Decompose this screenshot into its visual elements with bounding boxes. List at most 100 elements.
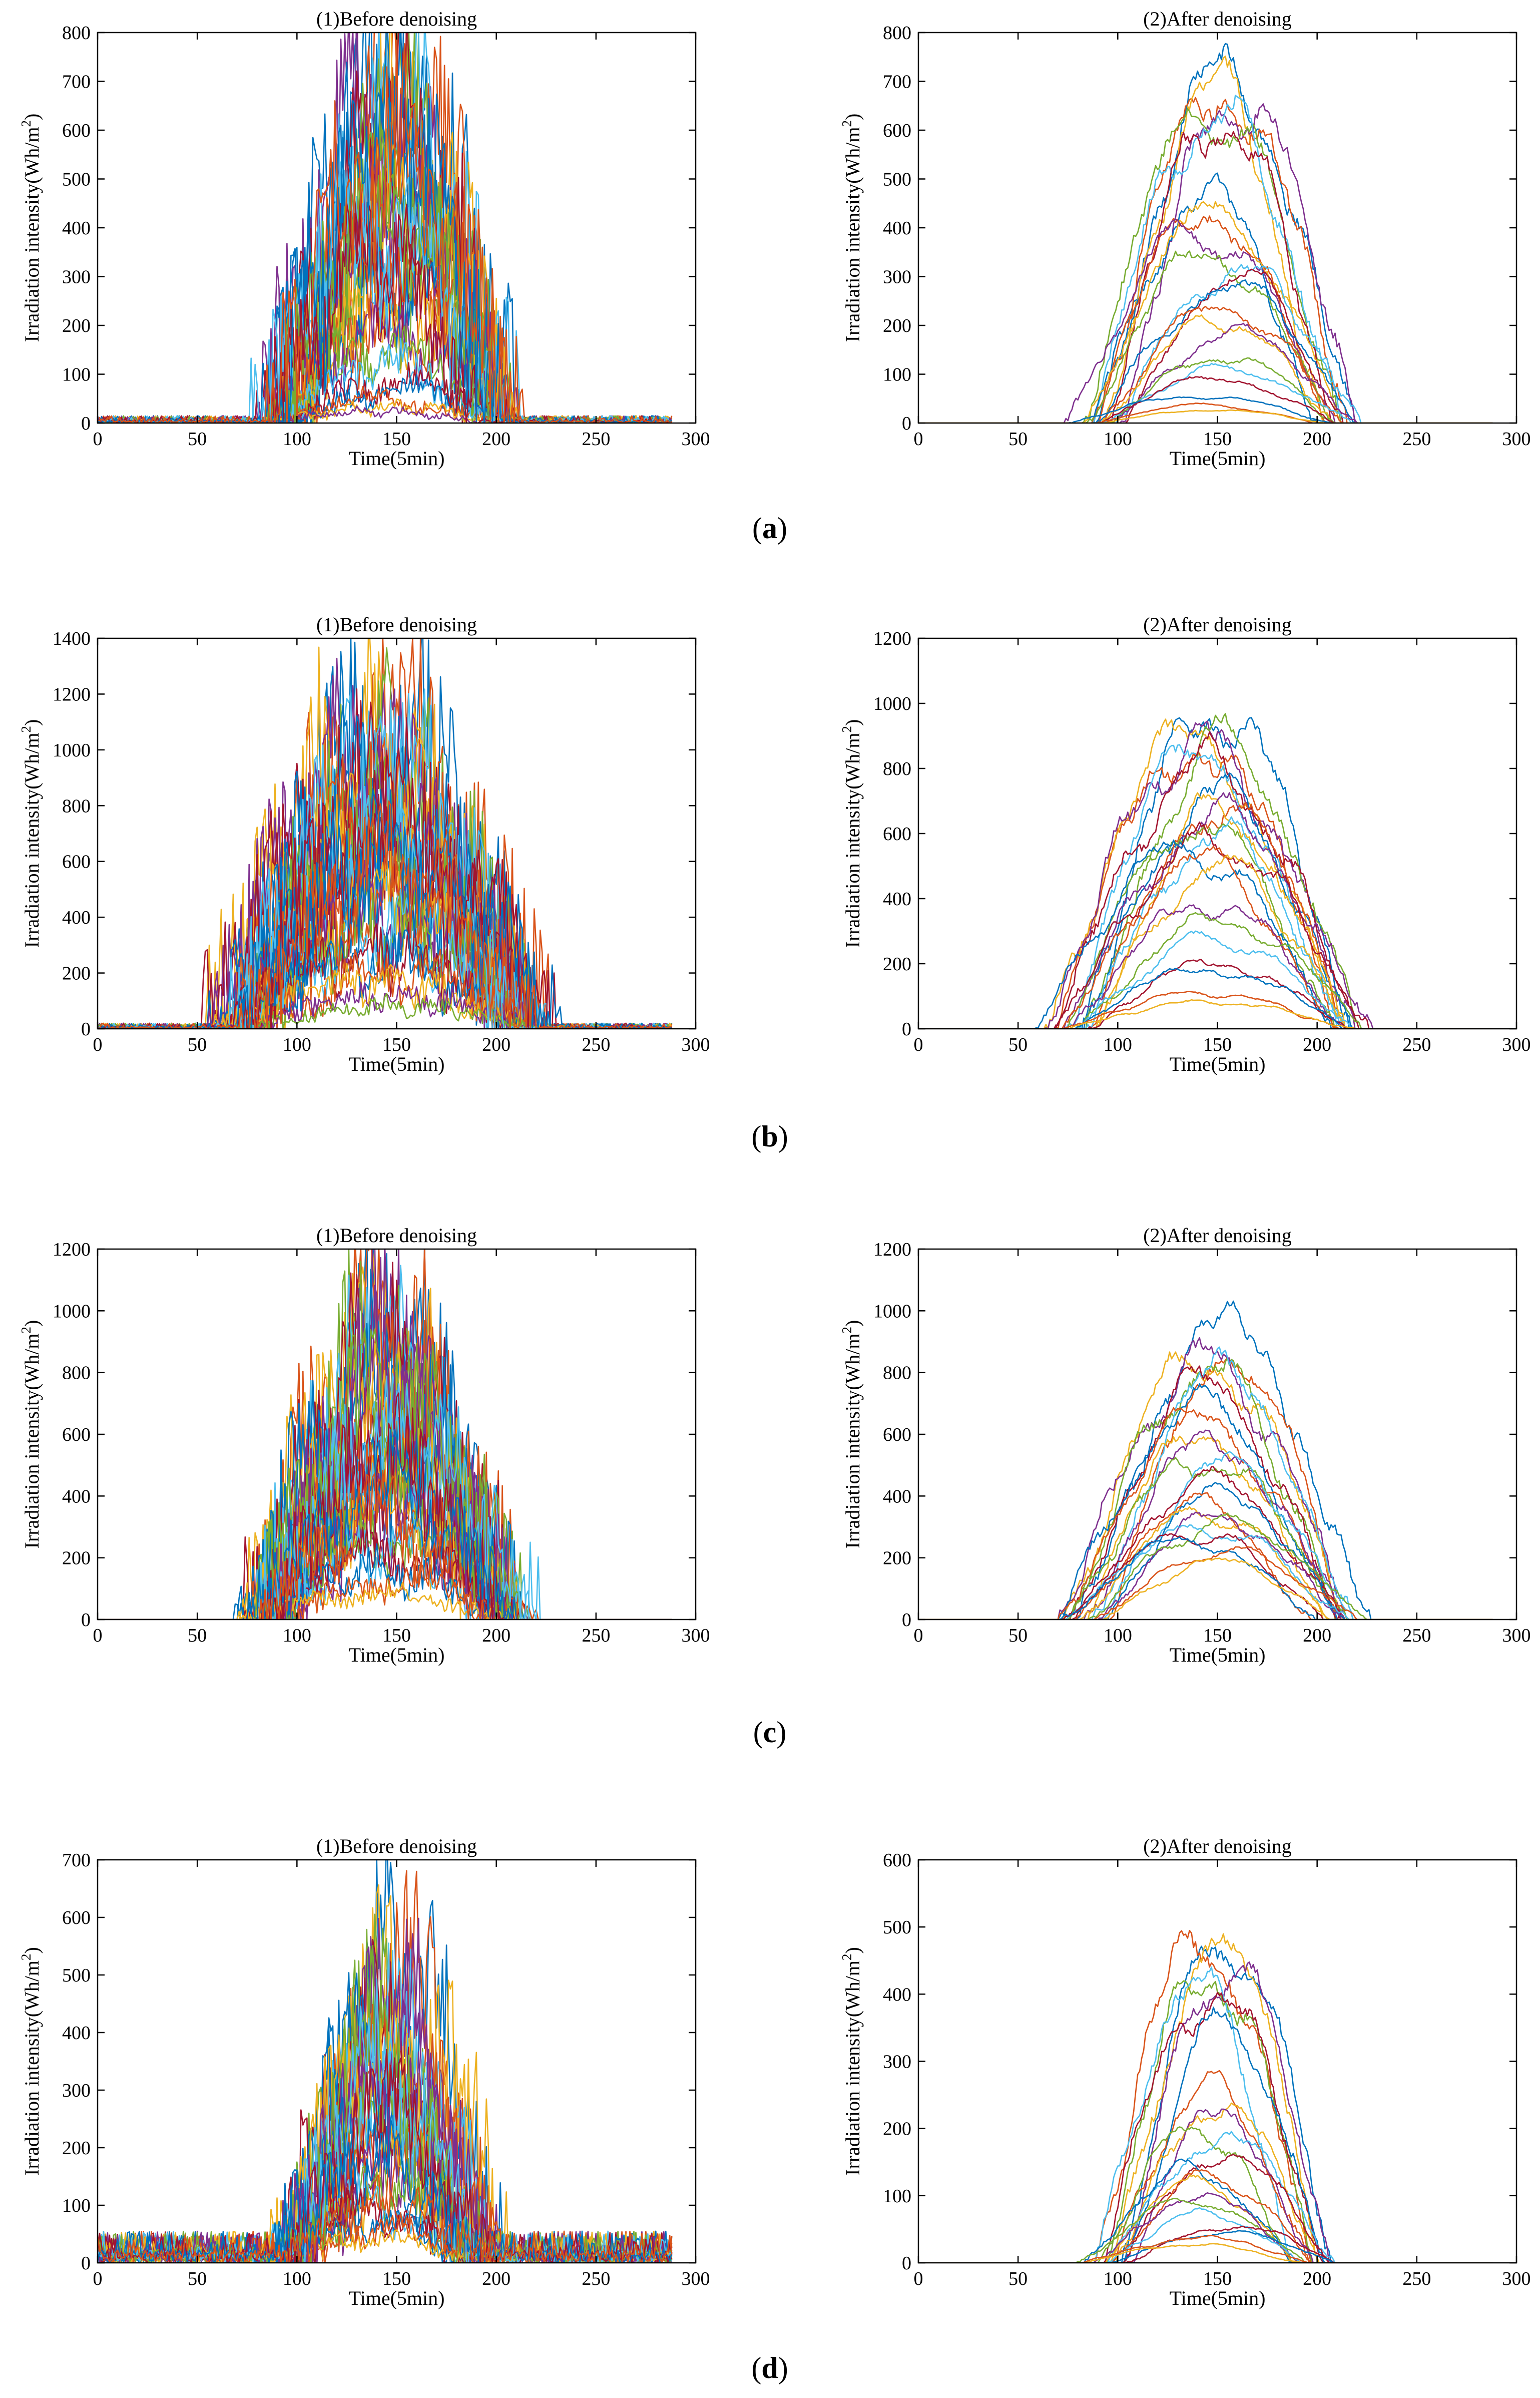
series-line-24 [918,999,1493,1029]
series-line-13 [98,1373,672,1620]
y-tick-label: 700 [62,72,91,93]
y-tick-label: 800 [62,795,91,817]
series-line-29 [98,1428,672,1620]
y-tick-label: 600 [883,824,911,845]
y-tick-label: 800 [883,1363,911,1384]
y-axis-label: Irradiation intensity(Wh/m2) [839,1947,864,2176]
series-line-15 [918,279,1493,423]
panel-label-a: (a) [752,512,787,545]
y-axis-label-superscript: 2 [19,726,34,733]
y-tick-label: 0 [902,413,911,434]
y-tick-label: 600 [62,1424,91,1445]
x-tick-label: 300 [682,1625,710,1646]
series-line-10 [918,1435,1493,1620]
chart-title: (2)After denoising [1143,1835,1292,1857]
x-tick-label: 300 [682,2268,710,2289]
series-line-9 [918,215,1493,423]
series-line-8 [918,172,1493,423]
x-tick-label: 100 [1104,1625,1132,1646]
y-tick-label: 600 [62,852,91,873]
chart-title: (2)After denoising [1143,8,1292,30]
y-tick-label: 200 [883,954,911,975]
y-tick-label: 600 [883,1424,911,1445]
y-axis-label-superscript: 2 [839,726,854,733]
y-axis-label-superscript: 2 [19,1953,34,1960]
series-line-20 [918,2207,1493,2263]
y-tick-label: 100 [883,2186,911,2207]
series-line-21 [918,959,1493,1029]
series-line-17 [918,1506,1493,1620]
x-axis-label: Time(5min) [349,1053,445,1075]
series-line-12 [918,250,1493,423]
series-line-26 [98,1327,672,1620]
series-line-2 [918,97,1493,423]
x-tick-label: 150 [382,1034,411,1055]
series-line-15 [918,839,1493,1029]
y-tick-label: 1400 [53,628,91,649]
y-tick-label: 600 [883,1850,911,1871]
y-tick-label: 800 [883,758,911,779]
x-tick-label: 0 [93,1625,103,1646]
y-tick-label: 1200 [873,628,911,649]
series-line-10 [918,201,1493,423]
series-line-14 [918,2154,1493,2263]
series-line-11 [918,2108,1493,2263]
x-tick-label: 100 [283,429,311,450]
y-tick-label: 200 [62,315,91,336]
series-line-17 [918,854,1493,1029]
series-line-8 [918,1383,1493,1620]
series-line-19 [918,357,1493,423]
x-tick-label: 250 [582,1034,610,1055]
series-line-18 [918,904,1493,1029]
y-tick-label: 0 [902,1610,911,1631]
y-tick-label: 300 [62,267,91,288]
series-line-10 [918,2102,1493,2263]
axes-box [917,1859,1517,2264]
series-line-6 [918,95,1493,423]
series-line-28 [98,2049,673,2263]
series-line-1 [918,43,1493,423]
y-tick-label: 700 [883,72,911,93]
series-line-8 [98,76,672,423]
series-line-19 [918,1512,1493,1620]
series-line-22 [918,396,1493,423]
chart-b-after: 0 50 100 150 200 250 300 0 200 400 600 800 1000 1200 (… [839,613,1531,1075]
series-group [98,1860,673,2263]
x-tick-label: 200 [482,2268,510,2289]
chart-title: (1)Before denoising [316,613,477,636]
series-line-9 [918,1407,1493,1620]
series-line-23 [98,1562,672,1620]
chart-title: (2)After denoising [1143,613,1292,636]
x-tick-label: 250 [1402,1034,1431,1055]
chart-b-before: 0 50 100 150 200 250 300 0 200 400 600 800 1000 1200 1… [19,613,710,1075]
x-tick-label: 300 [1502,2268,1531,2289]
series-line-13 [918,2131,1493,2263]
series-line-30 [98,33,672,423]
series-line-23 [918,2234,1493,2263]
y-axis-label: Irradiation intensity(Wh/m2) [19,719,43,948]
y-axis-label: Irradiation intensity(Wh/m2) [839,719,864,948]
x-tick-label: 0 [914,1625,923,1646]
series-line-17 [98,1444,672,1620]
y-axis-label-superscript: 2 [839,120,854,127]
y-tick-label: 400 [62,1486,91,1507]
y-tick-label: 300 [883,2052,911,2073]
series-line-6 [918,1346,1493,1620]
y-tick-label: 0 [81,1610,91,1631]
y-tick-label: 300 [883,267,911,288]
series-line-20 [918,930,1493,1029]
x-axis-label: Time(5min) [349,447,445,470]
series-line-7 [918,131,1493,423]
series-line-15 [918,2158,1493,2263]
series-line-30 [98,800,672,1029]
x-tick-label: 0 [93,2268,103,2289]
x-tick-label: 250 [582,429,610,450]
y-axis-label: Irradiation intensity(Wh/m2) [19,114,43,342]
series-line-19 [98,325,672,423]
series-line-15 [918,1482,1493,1620]
series-line-4 [918,720,1493,1029]
series-line-23 [918,991,1493,1029]
chart-c-before: 0 50 100 150 200 250 300 0 200 400 600 800 1000 1200 (… [19,1224,710,1666]
series-line-5 [918,1357,1493,1620]
